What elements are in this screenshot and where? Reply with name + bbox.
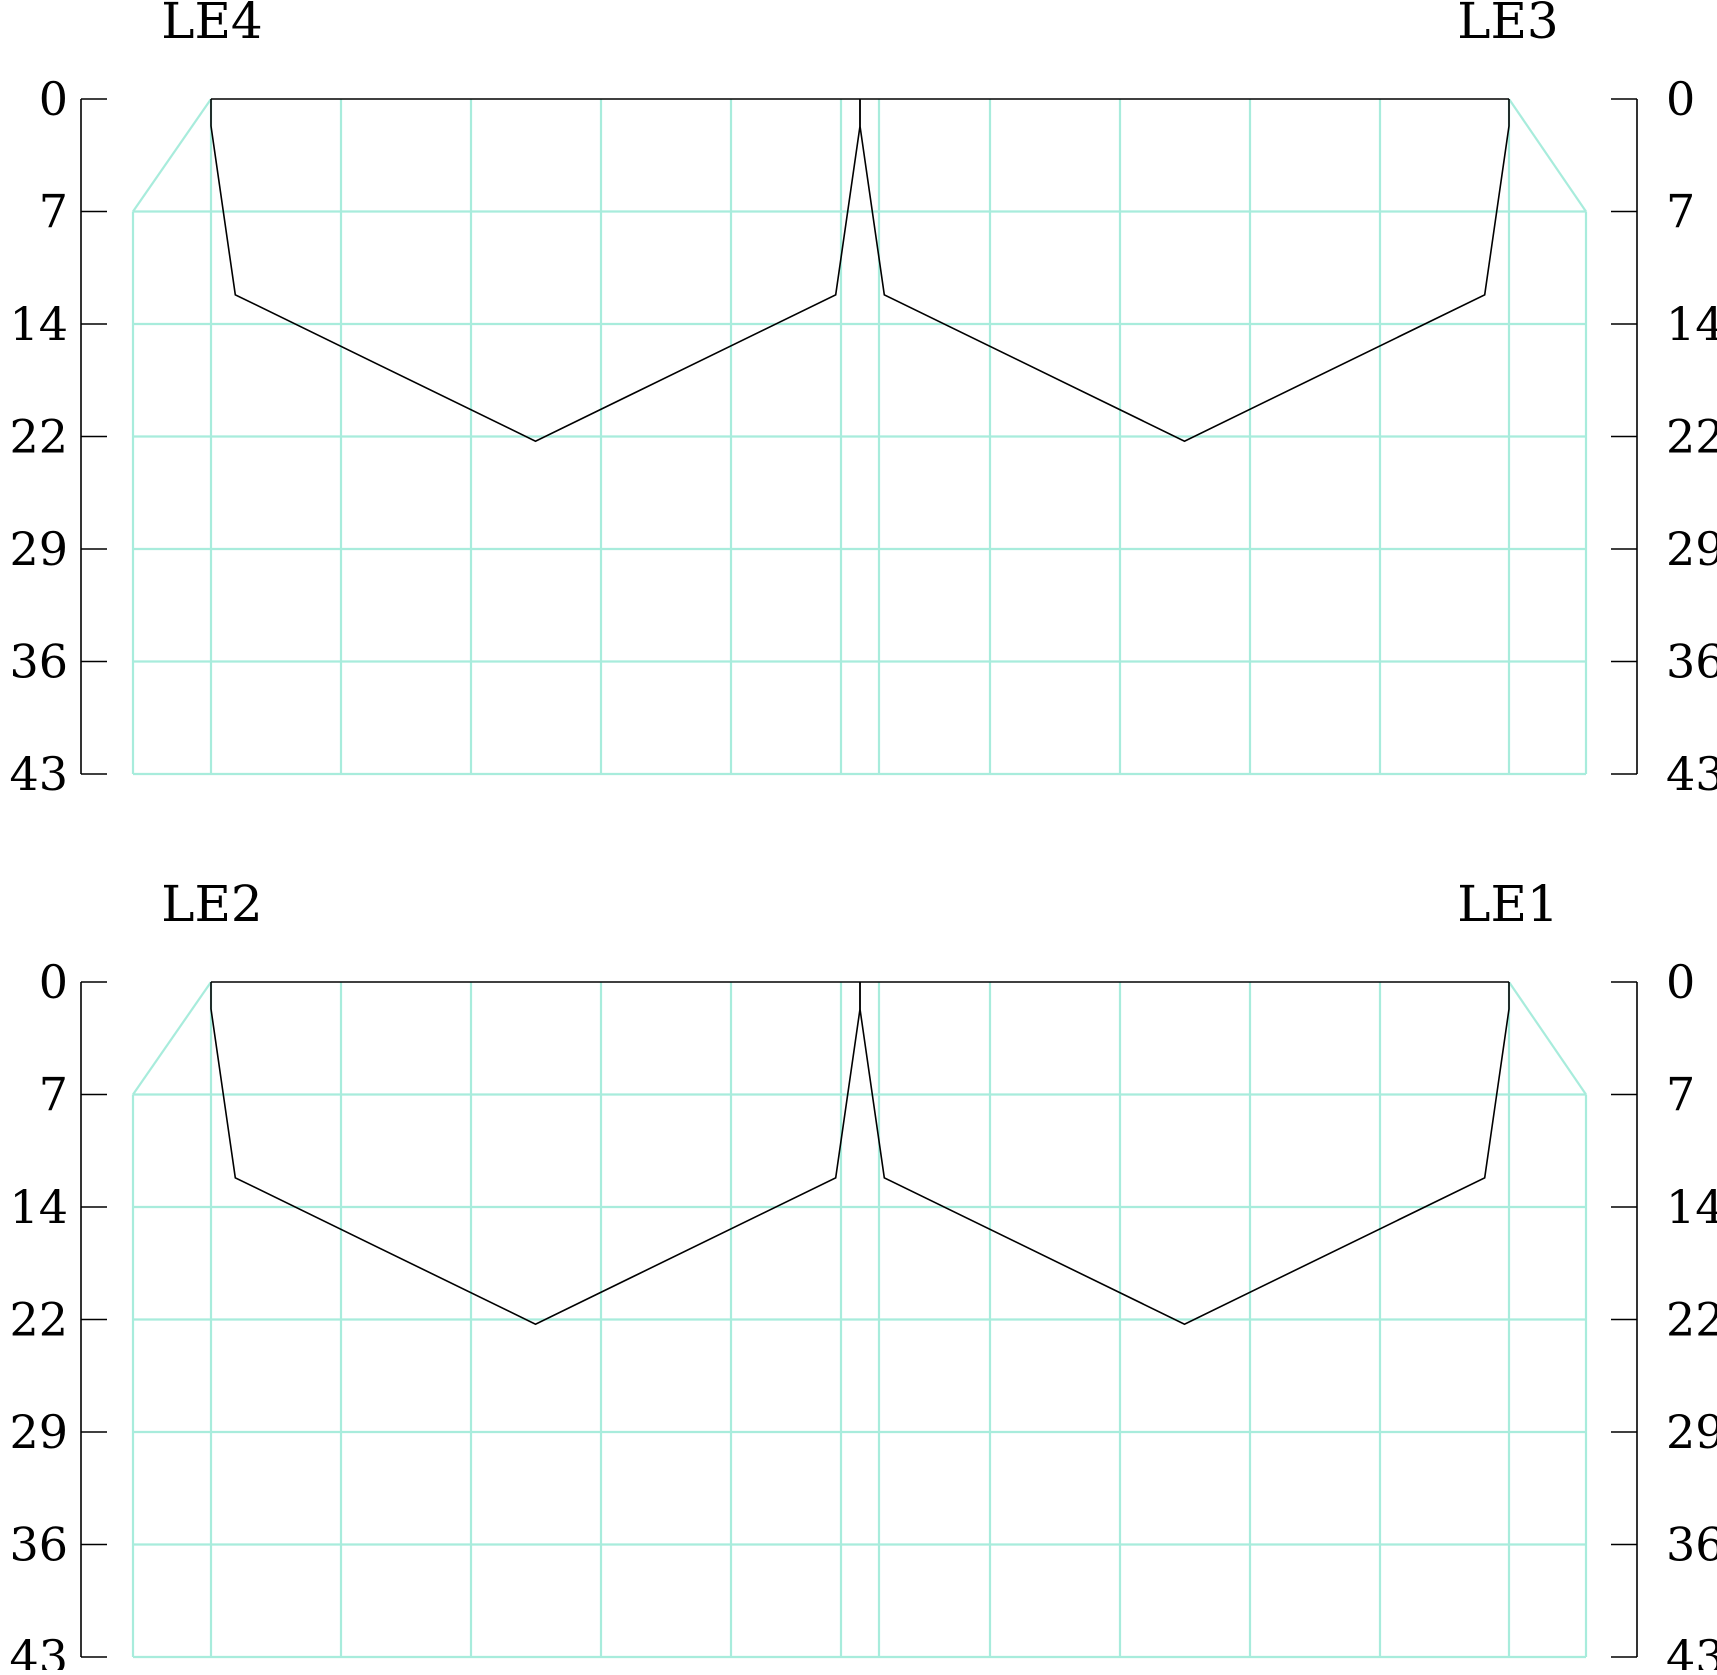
y-tick-label-left: 0 (39, 955, 68, 1009)
y-tick-label-right: 29 (1666, 522, 1717, 576)
y-tick-label-left: 36 (9, 635, 68, 689)
y-tick-label-left: 7 (39, 185, 68, 239)
y-tick-label-right: 14 (1666, 1180, 1717, 1234)
y-tick-label-left: 0 (39, 72, 68, 126)
y-tick-label-right: 43 (1666, 747, 1717, 801)
panel-top: 0 0 7 7 14 14 22 22 29 29 36 36 43 43 LE4 LE3 (9, 0, 1717, 801)
grid-diagonal-right (1508, 981, 1587, 1096)
y-tick-label-right: 0 (1666, 955, 1695, 1009)
outline-left (210, 99, 861, 443)
grid-diagonal-left (132, 98, 212, 213)
y-tick-label-left: 14 (9, 297, 68, 351)
panel-label-right: LE1 (1457, 875, 1559, 933)
panel-label-right: LE3 (1457, 0, 1559, 50)
y-tick-label-right: 0 (1666, 72, 1695, 126)
y-tick-label-left: 29 (9, 1405, 68, 1459)
y-tick-label-left: 7 (39, 1068, 68, 1122)
outline-right (859, 982, 1510, 1326)
panel-bottom: 0 0 7 7 14 14 22 22 29 29 36 36 43 43 LE2 LE1 (9, 875, 1717, 1675)
y-tick-label-left: 22 (9, 1293, 68, 1347)
y-tick-label-right: 7 (1666, 185, 1695, 239)
y-tick-label-right: 22 (1666, 410, 1717, 464)
grid-diagonal-left (132, 981, 212, 1096)
y-tick-label-left: 36 (9, 1518, 68, 1572)
y-tick-label-right: 36 (1666, 635, 1717, 689)
outline-left (210, 982, 861, 1326)
panel-label-left: LE4 (161, 0, 263, 50)
y-tick-label-right: 14 (1666, 297, 1717, 351)
y-tick-label-right: 7 (1666, 1068, 1695, 1122)
y-tick-label-left: 14 (9, 1180, 68, 1234)
panel-label-left: LE2 (161, 875, 263, 933)
y-tick-label-left: 29 (9, 522, 68, 576)
y-tick-label-right: 29 (1666, 1405, 1717, 1459)
outline-right (859, 99, 1510, 443)
grid-diagonal-right (1508, 98, 1587, 213)
y-tick-label-left: 43 (9, 1630, 68, 1670)
y-tick-label-right: 36 (1666, 1518, 1717, 1572)
y-tick-label-right: 43 (1666, 1630, 1717, 1670)
y-tick-label-left: 22 (9, 410, 68, 464)
y-tick-label-left: 43 (9, 747, 68, 801)
y-tick-label-right: 22 (1666, 1293, 1717, 1347)
